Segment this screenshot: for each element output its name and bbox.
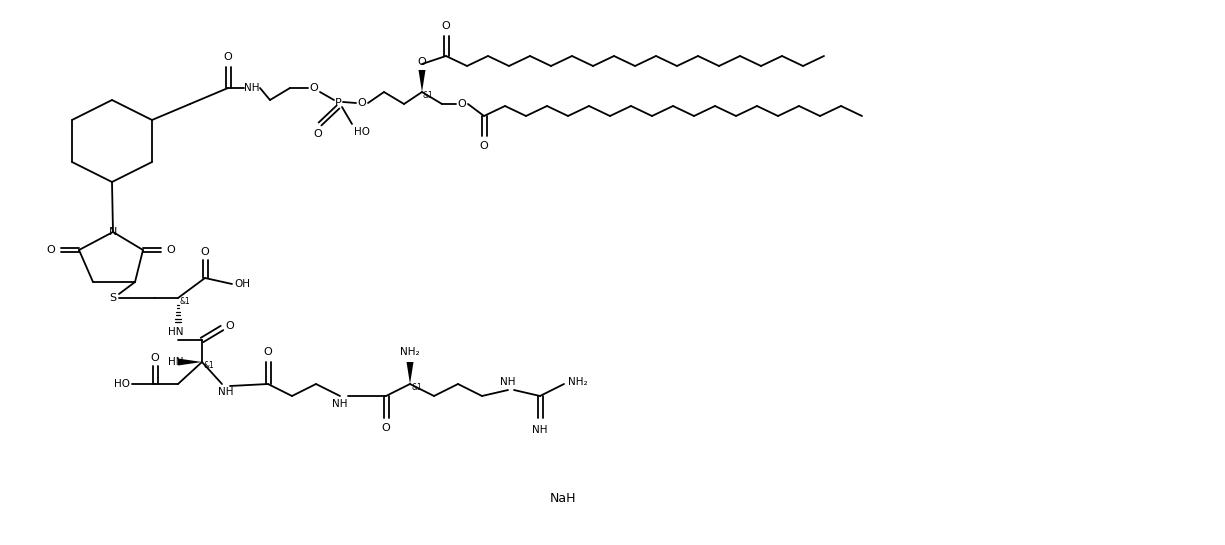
Polygon shape xyxy=(419,70,425,92)
Text: OH: OH xyxy=(234,279,250,289)
Text: &1: &1 xyxy=(203,360,214,370)
Text: NH: NH xyxy=(532,425,548,435)
Text: O: O xyxy=(310,83,318,93)
Text: O: O xyxy=(442,21,451,31)
Text: &1: &1 xyxy=(180,296,190,306)
Text: O: O xyxy=(167,245,175,255)
Text: O: O xyxy=(224,52,233,62)
Text: NH: NH xyxy=(332,399,348,409)
Text: O: O xyxy=(458,99,467,109)
Text: NH: NH xyxy=(244,83,260,93)
Text: O: O xyxy=(382,423,391,433)
Text: &1: &1 xyxy=(423,90,434,100)
Text: O: O xyxy=(263,347,272,357)
Polygon shape xyxy=(407,362,414,384)
Text: NH₂: NH₂ xyxy=(401,347,420,357)
Text: O: O xyxy=(480,141,489,151)
Text: P: P xyxy=(334,98,342,108)
Text: O: O xyxy=(151,353,159,363)
Text: O: O xyxy=(418,57,426,67)
Text: O: O xyxy=(47,245,55,255)
Text: HN: HN xyxy=(168,327,184,337)
Text: N: N xyxy=(109,227,118,237)
Text: NH: NH xyxy=(218,387,234,397)
Text: HN: HN xyxy=(168,357,184,367)
Text: O: O xyxy=(314,129,322,139)
Polygon shape xyxy=(178,359,202,366)
Text: &1: &1 xyxy=(412,383,423,391)
Text: NH: NH xyxy=(500,377,516,387)
Text: HO: HO xyxy=(114,379,130,389)
Text: NaH: NaH xyxy=(550,492,576,505)
Text: O: O xyxy=(358,98,366,108)
Text: O: O xyxy=(201,247,209,257)
Text: S: S xyxy=(109,293,116,303)
Text: HO: HO xyxy=(354,127,370,137)
Text: NH₂: NH₂ xyxy=(568,377,588,387)
Text: O: O xyxy=(225,321,234,331)
